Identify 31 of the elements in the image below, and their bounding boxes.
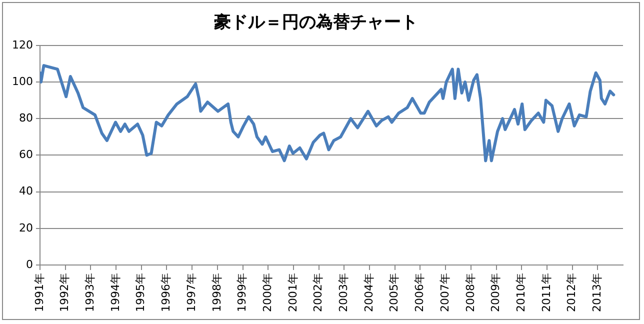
x-tick-label: 2004年 bbox=[362, 273, 376, 312]
x-tick-label: 1992年 bbox=[58, 273, 72, 312]
x-tick-label: 2005年 bbox=[388, 273, 401, 312]
y-tick-label: 80 bbox=[18, 111, 33, 124]
y-tick-label: 20 bbox=[18, 221, 33, 234]
x-tick-label: 1991年 bbox=[32, 273, 46, 312]
x-tick-label: 2003年 bbox=[337, 273, 350, 312]
x-tick-label: 2011年 bbox=[540, 273, 553, 312]
x-tick-label: 1997年 bbox=[184, 273, 198, 312]
y-tick-label: 60 bbox=[18, 148, 33, 162]
y-tick-label: 100 bbox=[12, 74, 33, 88]
x-tick-label: 2001年 bbox=[286, 273, 300, 312]
x-tick-label: 2007年 bbox=[438, 273, 452, 312]
x-tick-label: 1999年 bbox=[236, 273, 249, 312]
x-tick-label: 2012年 bbox=[565, 273, 578, 312]
x-tick-label: 1995年 bbox=[134, 273, 148, 312]
chart-title: 豪ドル＝円の為替チャート bbox=[213, 12, 418, 33]
x-tick-label: 1996年 bbox=[160, 273, 173, 312]
y-tick-label: 120 bbox=[12, 38, 33, 52]
x-tick-label: 2008年 bbox=[464, 273, 477, 312]
x-tick-label: 2009年 bbox=[489, 273, 502, 312]
x-tick-label: 2013年 bbox=[590, 273, 604, 312]
x-tick-label: 1993年 bbox=[84, 273, 97, 312]
x-tick-label: 2010年 bbox=[514, 273, 528, 312]
x-tick-label: 2002年 bbox=[312, 273, 325, 312]
y-tick-label: 40 bbox=[18, 184, 33, 198]
y-tick-label: 0 bbox=[26, 258, 33, 271]
x-tick-label: 1998年 bbox=[210, 273, 224, 312]
x-tick-label: 2000年 bbox=[260, 273, 274, 312]
x-tick-label: 2006年 bbox=[413, 273, 426, 312]
x-tick-label: 1994年 bbox=[108, 273, 122, 312]
